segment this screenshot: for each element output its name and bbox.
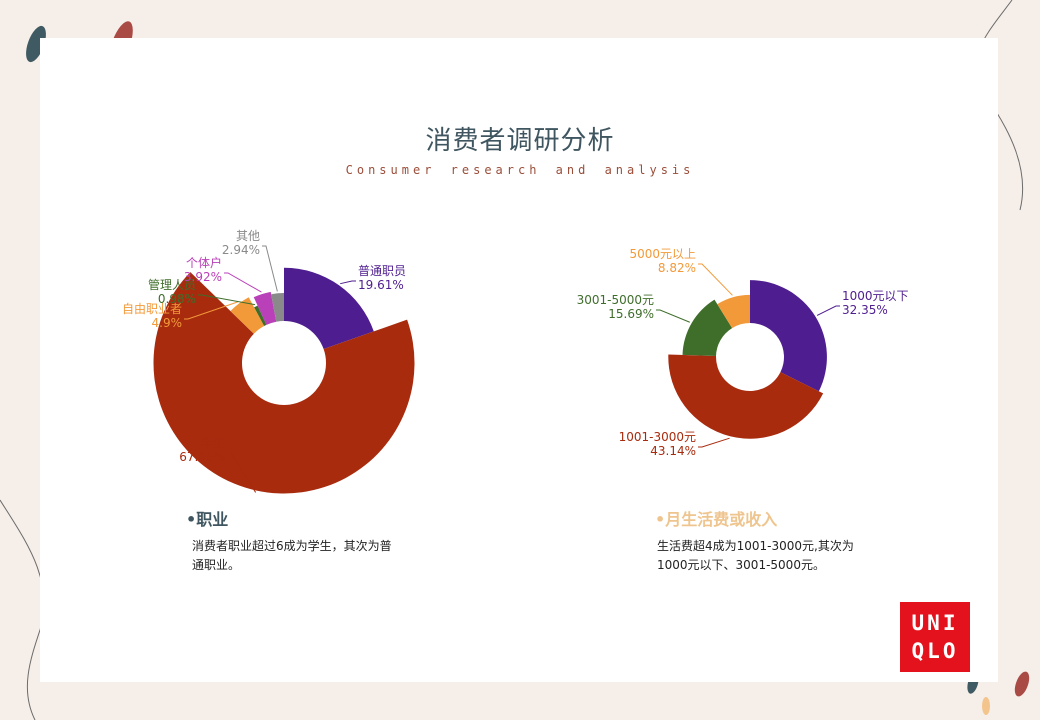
occupation-chart: 普通职员 19.61% 学生 67.65% 自由职业者 4.9% 管理人员 0.98% 个体户 3… (110, 225, 415, 494)
brush-stroke-red-small (1014, 671, 1030, 697)
label-category: 1001-3000元 (619, 430, 696, 444)
slice-自由职业者 (230, 297, 265, 334)
slice-管理人员 (254, 305, 267, 326)
label-category: 管理人员 (148, 277, 196, 292)
label-percent: 3.92% (184, 270, 222, 284)
label-percent: 15.69% (608, 307, 654, 321)
label-category: 其他 (236, 229, 260, 243)
thread-line-left (0, 499, 45, 720)
leader-line-自由职业者 (184, 301, 239, 320)
slice-5000元以上 (717, 294, 750, 329)
leader-line-个体户 (224, 272, 262, 293)
leader-line-3001-5000元 (656, 309, 690, 323)
income-heading: •月生活费或收入 (655, 510, 778, 529)
leader-line-普通职员 (340, 280, 356, 285)
income-chart: 1000元以下 32.35% 1001-3000元 43.14% 3001-5000元 1… (570, 245, 930, 470)
slice-3001-5000元 (682, 299, 733, 356)
leader-line-1000元以下 (816, 305, 840, 316)
uniqlo-logo: UNI QLO (900, 602, 970, 672)
label-percent: 2.94% (222, 243, 260, 257)
label-percent: 67.65% (179, 450, 225, 464)
occupation-description: 消费者职业超过6成为学生，其次为普通职业。 (192, 539, 392, 572)
label-category: 普通职员 (358, 264, 406, 278)
leader-line-其他 (262, 245, 278, 292)
label-percent: 4.9% (152, 316, 183, 330)
brush-stroke-yellow-small (982, 697, 990, 715)
label-percent: 32.35% (842, 303, 888, 317)
slice-学生 (153, 272, 415, 494)
leader-line-学生 (227, 452, 257, 493)
page-subtitle: Consumer research and analysis (345, 163, 695, 177)
label-category: 1000元以下 (842, 289, 909, 303)
label-percent: 8.82% (658, 261, 696, 275)
label-category: 个体户 (186, 255, 222, 270)
slice-其他 (271, 293, 284, 322)
label-category: 3001-5000元 (577, 293, 654, 307)
income-description: 生活费超4成为1001-3000元,其次为1000元以下、3001-5000元。 (657, 539, 854, 572)
slice-普通职员 (284, 267, 374, 350)
logo-line-2: QLO (911, 639, 959, 663)
occupation-heading: •职业 (186, 510, 229, 529)
page-title: 消费者调研分析 (425, 126, 615, 156)
label-category: 5000元以上 (629, 247, 696, 261)
brush-stroke-teal (26, 25, 46, 63)
leader-line-5000元以上 (698, 263, 733, 296)
slice-1001-3000元 (668, 354, 824, 439)
logo-line-1: UNI (911, 611, 959, 635)
leader-line-1001-3000元 (698, 437, 730, 448)
label-percent: 43.14% (650, 444, 696, 458)
label-percent: 0.98% (158, 292, 196, 306)
slice-个体户 (253, 291, 277, 325)
label-percent: 19.61% (358, 278, 404, 292)
label-category: 学生 (201, 435, 225, 450)
slice-1000元以下 (750, 280, 827, 392)
label-category: 自由职业者 (122, 302, 182, 316)
leader-line-管理人员 (198, 294, 256, 306)
